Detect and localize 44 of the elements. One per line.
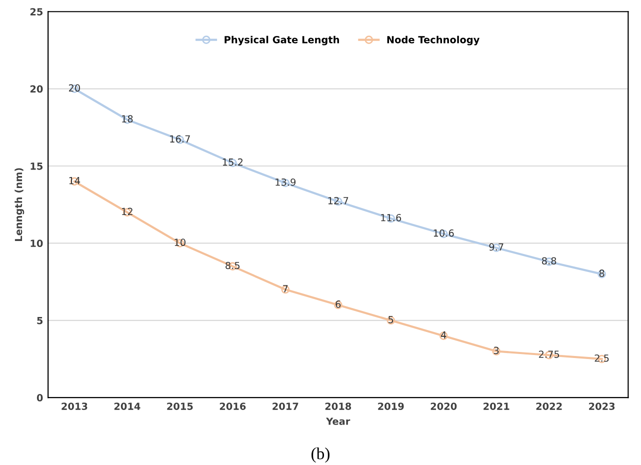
y-tick-label: 0 [36,394,43,402]
x-tick-label: 2023 [589,402,615,410]
data-label: 3 [494,346,499,354]
data-label: 12 [122,208,132,215]
x-tick-label: 2014 [114,402,140,410]
data-label: 9.7 [489,243,504,251]
x-tick-label: 2020 [430,402,457,410]
data-label: 8.5 [226,262,240,270]
data-label: 11.6 [381,214,402,222]
x-tick-label: 2015 [167,402,193,410]
y-tick-label: 15 [30,162,43,170]
text: (b) [312,448,330,463]
x-tick-label: 2018 [325,402,352,410]
y-tick-label: 25 [30,8,43,16]
data-label: 6 [336,300,341,308]
data-label: 7 [283,285,288,292]
x-tick-label: 2019 [378,402,404,410]
data-label: 2.75 [538,350,560,358]
data-label: 5 [388,316,394,324]
y-tick-label: 5 [37,316,43,324]
data-label: 8 [599,270,604,277]
data-label: 12.7 [328,196,348,204]
legend-label: Node Technology [387,36,480,46]
data-label: 16.7 [170,135,190,143]
data-label: 18 [122,115,133,123]
x-tick-label: 2017 [272,402,298,410]
x-tick-label: 2021 [484,402,510,410]
y-tick-label: 20 [30,85,43,93]
x-tick-label: 2013 [62,402,88,410]
x-tick-label: 2022 [536,402,562,410]
data-label: 15.2 [222,158,243,166]
data-label: 10.6 [434,229,454,237]
data-label: 20 [68,84,80,92]
data-label: 13.9 [276,178,296,186]
y-tick-label: 10 [30,240,43,248]
data-label: 2.5 [594,354,609,362]
data-label: 4 [440,331,446,339]
data-label: 8.8 [542,257,556,265]
x-tick-label: 2016 [220,402,246,410]
legend-label: Physical Gate Length [224,36,339,46]
data-label: 10 [174,238,186,246]
data-label: 14 [69,177,80,184]
y-axis-title: Lenngth (nm) [14,168,24,241]
x-axis-title: Year [326,418,350,425]
